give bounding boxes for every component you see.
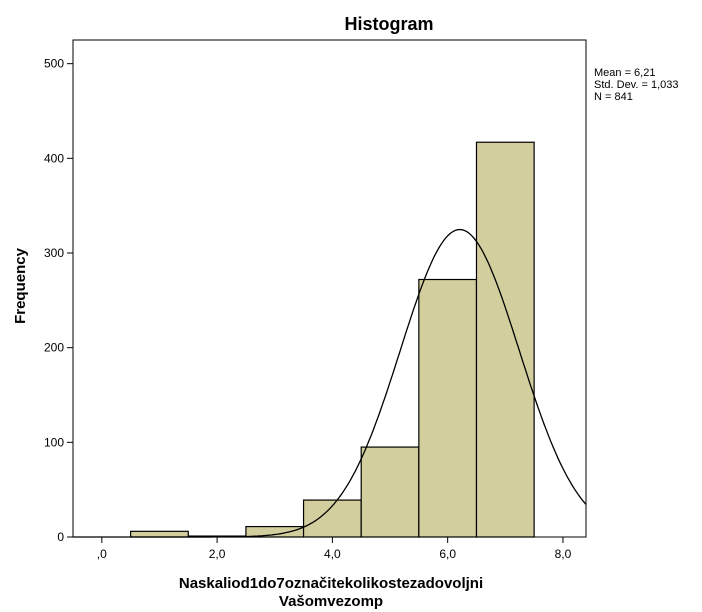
histogram-bar-1: [130, 530, 189, 538]
summary-statistics: Mean = 6,21 Std. Dev. = 1,033 N = 841: [594, 67, 679, 103]
stat-std-dev: Std. Dev. = 1,033: [594, 79, 679, 91]
x-axis-label-line-2: Vašomvezomp: [279, 593, 383, 610]
stat-n: N = 841: [594, 91, 633, 103]
y-tick-label: 0: [57, 530, 64, 544]
x-axis: ,0 2,0 4,0 6,0 8,0: [97, 537, 572, 561]
y-tick-label: 200: [44, 341, 64, 355]
y-axis: 0 100 200 300 400 500: [44, 57, 73, 544]
histogram-bar-3: [245, 525, 305, 538]
y-tick-label: 400: [44, 151, 64, 165]
normal-curve: [73, 228, 587, 538]
y-tick-label: 300: [44, 246, 64, 260]
stat-mean: Mean = 6,21: [594, 67, 656, 79]
x-tick-label: 6,0: [439, 547, 456, 561]
x-axis-label-line-1: Naskaliod1do7označitekolikostezadovoljni: [179, 575, 483, 592]
y-tick-label: 500: [44, 57, 64, 71]
bars-group: [130, 141, 535, 538]
x-tick-label: 2,0: [209, 547, 226, 561]
histogram-bar-6: [418, 278, 478, 538]
x-tick-label: ,0: [97, 547, 107, 561]
histogram-bar-5: [360, 446, 420, 538]
x-tick-label: 8,0: [555, 547, 572, 561]
y-tick-label: 100: [44, 435, 64, 449]
y-axis-label: Frequency: [12, 247, 29, 324]
x-tick-label: 4,0: [324, 547, 341, 561]
histogram-bar-7: [475, 141, 535, 538]
chart-title: Histogram: [344, 14, 433, 34]
